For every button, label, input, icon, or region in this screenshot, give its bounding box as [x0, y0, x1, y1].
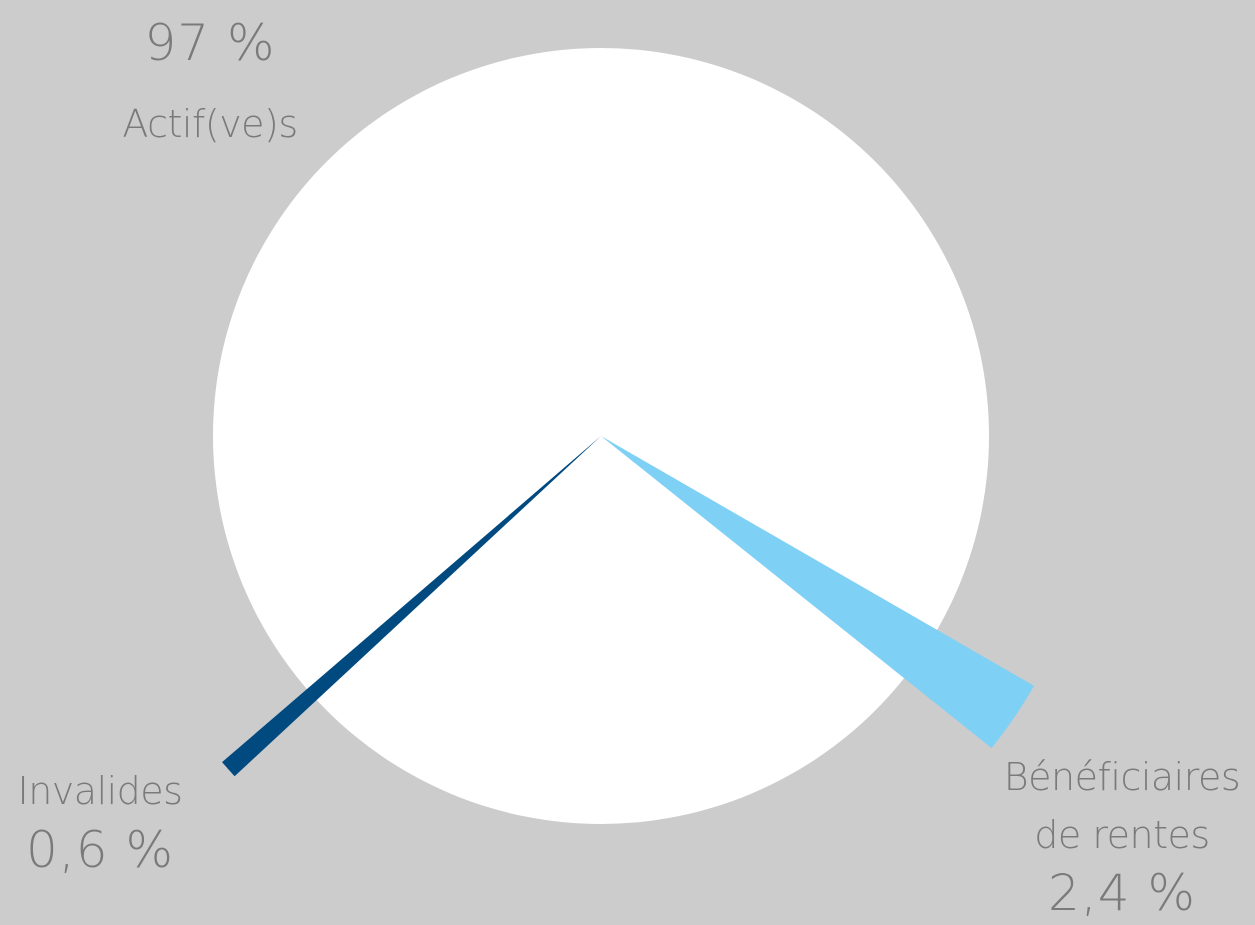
slice-label: Actif(ve)s — [122, 102, 298, 146]
slice-label: Bénéficiaires de rentes — [1003, 755, 1241, 857]
value-label: 2,4 % — [1048, 864, 1196, 922]
value-label: 97 % — [144, 14, 276, 72]
pie-slice — [222, 436, 601, 777]
slice-label: Invalides — [17, 769, 183, 813]
pie-slice — [601, 436, 1035, 749]
value-label: 0,6 % — [26, 821, 174, 879]
